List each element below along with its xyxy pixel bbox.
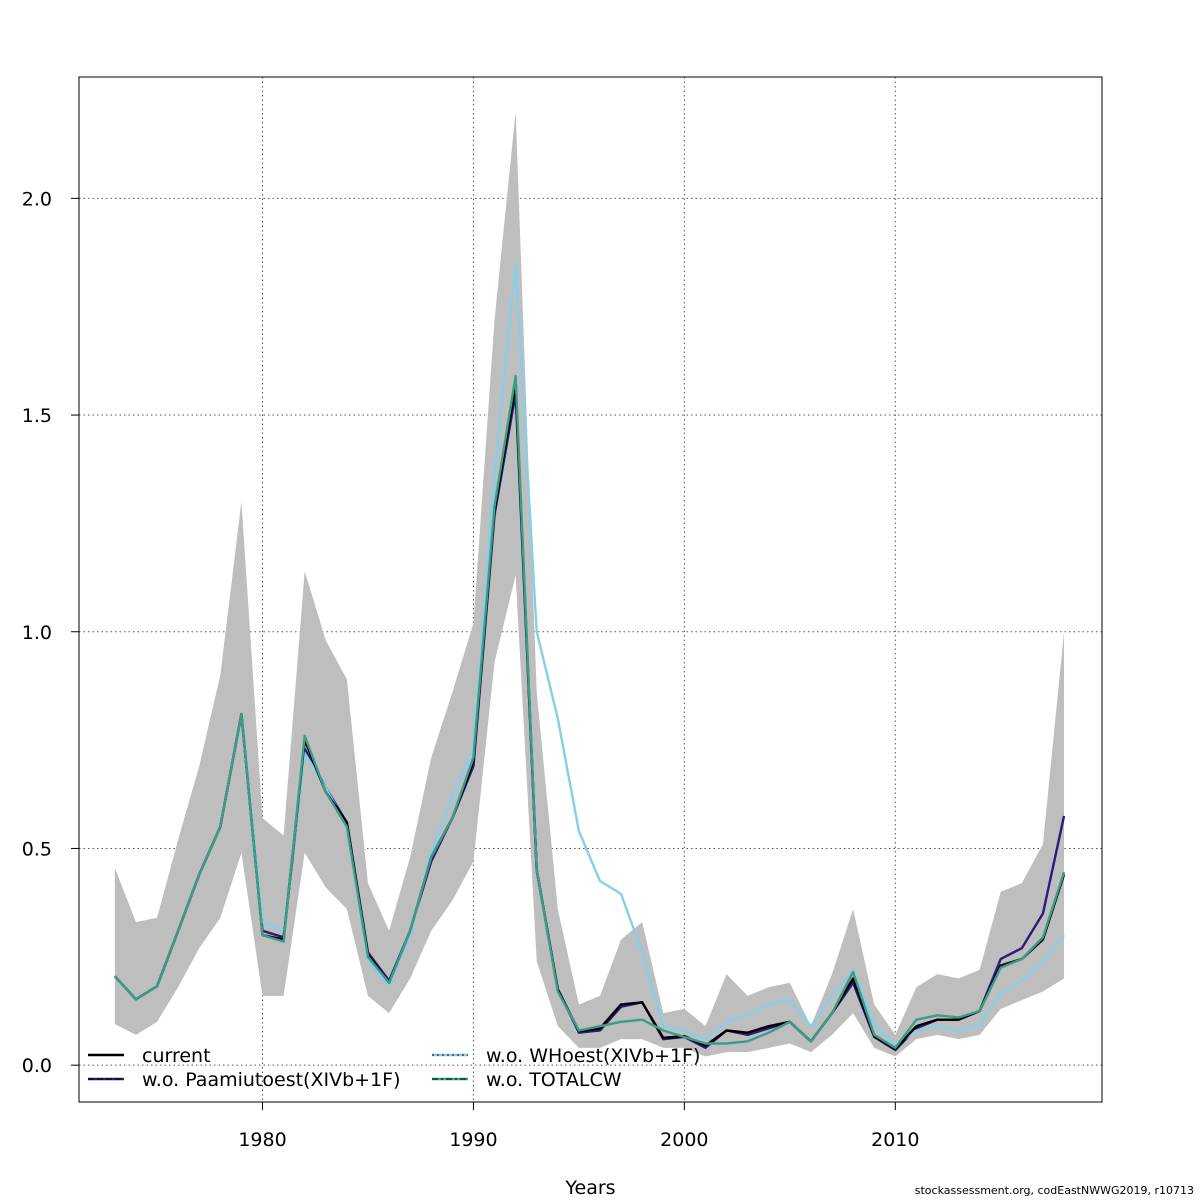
- y-tick-label: 2.0: [22, 188, 52, 210]
- confidence-band: [114, 111, 1065, 1057]
- x-tick-label: 2010: [871, 1129, 919, 1151]
- y-tick-label: 1.5: [22, 405, 52, 427]
- legend-label: w.o. TOTALCW: [486, 1069, 622, 1091]
- y-axis-ticks: 0.0 0.5 1.0 1.5 2.0: [22, 188, 79, 1077]
- x-tick-label: 2000: [660, 1129, 708, 1151]
- legend-label: w.o. Paamiutoest(XIVb+1F): [142, 1069, 400, 1091]
- series-lines: [113, 262, 1066, 1052]
- y-tick-label: 1.0: [22, 622, 52, 644]
- y-tick-label: 0.0: [22, 1055, 52, 1077]
- series-line-3: [113, 374, 1066, 1050]
- confidence-band-layer: [114, 111, 1065, 1057]
- x-axis-ticks: 1980 1990 2000 2010: [238, 1102, 919, 1151]
- y-tick-label: 0.5: [22, 838, 52, 860]
- legend-item: w.o. TOTALCW: [432, 1069, 622, 1091]
- legend-item: current: [88, 1045, 211, 1067]
- legend-label: current: [142, 1045, 211, 1067]
- plot-frame: [78, 76, 1103, 1103]
- x-tick-label: 1980: [238, 1129, 286, 1151]
- footnote: stockassessment.org, codEastNWWG2019, r1…: [914, 1184, 1194, 1197]
- legend-item: w.o. WHoest(XIVb+1F): [432, 1045, 700, 1067]
- legend-label: w.o. WHoest(XIVb+1F): [486, 1045, 700, 1067]
- x-axis-label: Years: [564, 1177, 615, 1199]
- legend-item: w.o. Paamiutoest(XIVb+1F): [88, 1069, 400, 1091]
- y-axis-label: F: [0, 584, 1, 595]
- x-tick-label: 1990: [449, 1129, 497, 1151]
